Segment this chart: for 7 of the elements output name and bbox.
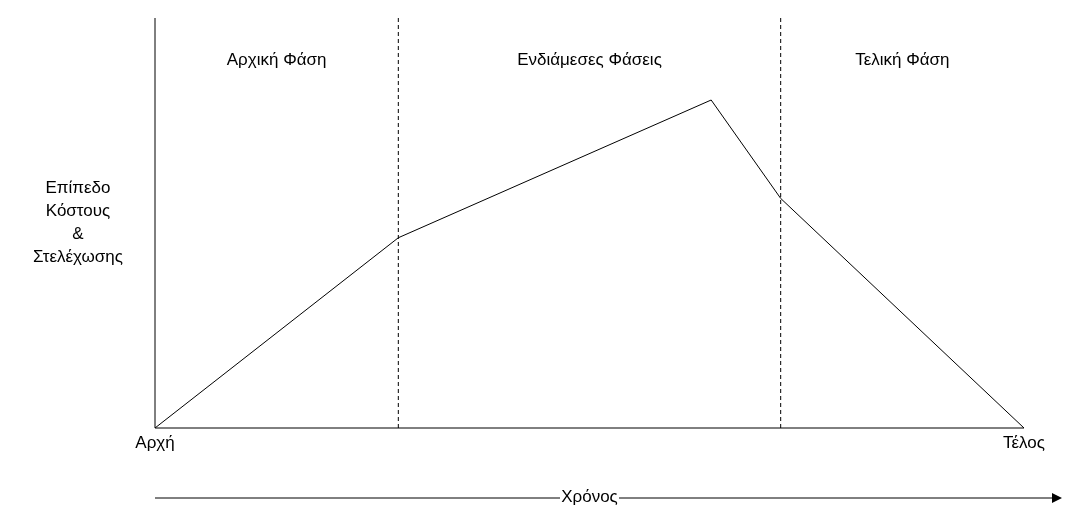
x-axis-title: Χρόνος <box>560 487 619 506</box>
text: Τελική Φάση <box>854 50 951 70</box>
text: Ενδιάμεσες Φάσεις <box>516 50 663 70</box>
x-tick-label: Τέλος <box>1003 433 1045 453</box>
text: Αρχική Φάση <box>225 50 328 70</box>
x-tick-label: Αρχή <box>135 433 175 453</box>
y-axis-title: Επίπεδο Κόστους & Στελέχωσης <box>32 177 124 268</box>
